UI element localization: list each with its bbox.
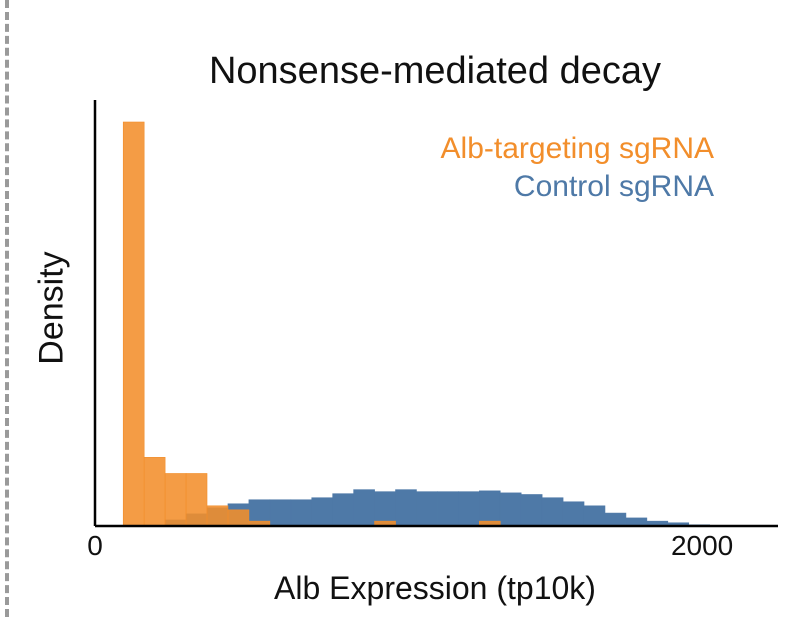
histogram-bar: [583, 505, 606, 527]
histogram-bar: [143, 457, 166, 527]
histogram-bar: [164, 473, 187, 527]
histogram-bar: [458, 491, 480, 527]
legend-alb-targeting: Alb-targeting sgRNA: [440, 132, 714, 165]
x-axis-label: Alb Expression (tp10k): [274, 570, 596, 606]
histogram-bar: [311, 497, 333, 527]
chart-title: Nonsense-mediated decay: [208, 50, 662, 92]
histogram-bar: [122, 121, 145, 527]
histogram-bar: [332, 493, 354, 527]
histogram-bar: [479, 490, 501, 527]
histogram-bar: [416, 491, 438, 527]
x-tick-label: 2000: [670, 530, 734, 561]
histogram-bar: [437, 491, 459, 527]
histogram-bar: [395, 489, 417, 527]
histogram-bar: [604, 512, 627, 527]
histogram-bar: [269, 499, 292, 527]
legend-control: Control sgRNA: [513, 170, 714, 203]
histogram-bar: [227, 509, 250, 527]
histogram-bar: [353, 489, 375, 527]
histogram-bar: [290, 499, 313, 527]
histogram-bar: [520, 494, 543, 527]
alb-bars: [122, 121, 501, 527]
histogram-bar: [206, 505, 229, 527]
histogram-bar: [562, 501, 585, 527]
dashed-border: [5, 0, 9, 617]
histogram-bar: [499, 492, 522, 527]
histogram-bar: [541, 497, 564, 527]
histogram-bar: [185, 473, 208, 527]
x-tick-label: 0: [87, 530, 103, 561]
histogram-bar: [374, 491, 396, 527]
